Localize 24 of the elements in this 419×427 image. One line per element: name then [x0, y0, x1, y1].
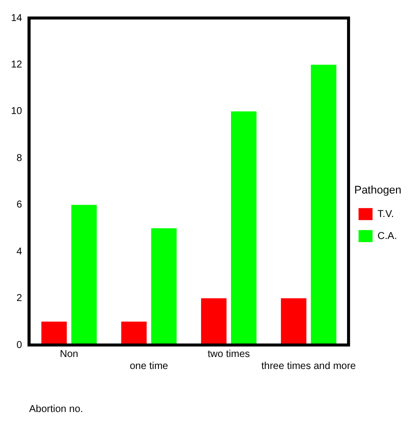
bar: [151, 228, 177, 345]
x-tick-label: three times and more: [261, 360, 356, 372]
y-tick-label: 6: [16, 200, 23, 211]
bar: [41, 322, 67, 345]
x-tick-label: Non: [60, 348, 78, 360]
bar: [231, 111, 256, 345]
y-tick-label: 10: [11, 106, 23, 118]
bar: [71, 204, 97, 345]
bar: [310, 64, 336, 345]
y-tick-label: 14: [11, 12, 23, 24]
y-tick-label: 8: [16, 152, 23, 164]
y-tick-label: 0: [16, 340, 23, 351]
y-tick-label: 4: [16, 246, 23, 258]
legend-title: Pathogen: [354, 184, 402, 196]
bar: [280, 298, 306, 345]
y-tick-label: 12: [11, 59, 23, 70]
bar: [121, 322, 147, 345]
bar: [201, 298, 227, 345]
legend-label: T.V.: [378, 208, 394, 220]
legend-label: C.A.: [378, 230, 398, 242]
x-axis-title: Abortion no.: [29, 404, 84, 415]
x-tick-label: one time: [130, 360, 169, 372]
y-tick-label: 2: [16, 293, 23, 304]
x-tick-label: two times: [208, 348, 250, 360]
